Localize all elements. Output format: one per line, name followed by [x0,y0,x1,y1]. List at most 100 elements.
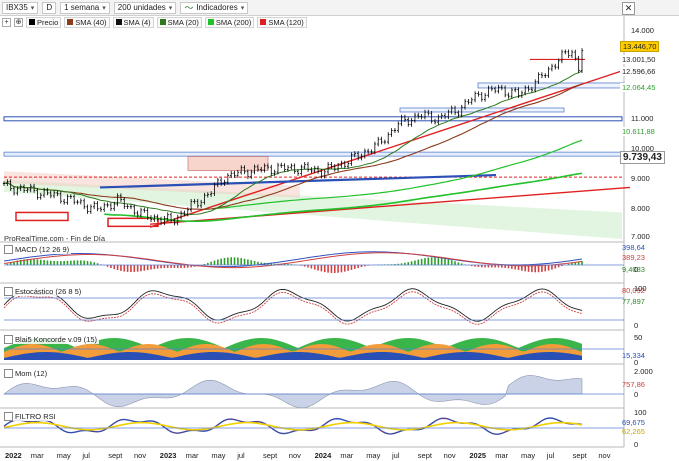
legend-item[interactable]: SMA (20) [156,16,202,28]
time-tick: sept [417,451,432,460]
zoom-in-icon[interactable]: + [2,17,11,27]
legend-item[interactable]: Precio [26,16,62,28]
price-label: 13.001,50 [620,55,658,64]
price-tick: 9.000 [631,174,650,183]
units-selector[interactable]: 200 unidades ▾ [113,1,177,14]
rsi-value: 69,675 [622,418,645,427]
time-tick: mar [495,451,509,460]
time-tick: may [521,451,536,460]
stoch-d-line [3,291,583,325]
sma-20-line [3,70,583,216]
price-tick: 7.000 [631,232,650,241]
macd-value: 398,64 [622,243,645,252]
checkbox-icon[interactable] [4,245,13,254]
price-tick: 11.000 [631,114,654,123]
legend-item[interactable]: SMA (120) [257,16,307,28]
legend-label: SMA (40) [75,17,107,27]
mom-pane-label: Mom (12) [2,369,50,378]
sma-40-line [3,83,583,210]
price-tick: 10.000 [631,144,654,153]
legend-label: Precio [37,17,59,27]
channel-area [4,171,300,198]
time-tick: may [211,451,226,460]
legend-swatch [115,19,122,25]
time-tick: may [366,451,381,460]
d-button-label: D [46,3,53,12]
legend-item[interactable]: SMA (4) [112,16,154,28]
legend-item[interactable]: SMA (200) [204,16,255,28]
legend: + ⊕ Precio SMA (40) SMA (4) SMA (20) SMA (20… [2,16,307,28]
stoch-pane-label: Estocástico (26 8 5) [2,287,84,296]
checkbox-icon[interactable] [4,412,13,421]
mom-label: Mom (12) [15,369,48,378]
checkbox-icon[interactable] [4,369,13,378]
macd-signal-line [3,252,583,269]
macd-tick: 0 [634,265,639,274]
blai5-value: 15,334 [622,351,645,360]
rsi-line [3,417,583,435]
price-label: 12.596,66 [620,67,658,76]
checkbox-icon[interactable] [4,287,13,296]
sma-200-line [104,172,583,223]
macd-hist-value: 9,4033 [622,265,645,274]
time-tick: mar [30,451,44,460]
legend-label: SMA (4) [123,17,151,27]
stoch-d-value: 77,897 [622,297,645,306]
support-zone [3,151,623,157]
macd-label: MACD (12 26 9) [15,245,70,254]
koncorde-blue-area [4,352,582,360]
support-box [15,211,69,222]
rsi-line-overlay [3,417,583,435]
rsi-tick: 100 [634,408,647,417]
legend-items: Precio SMA (40) SMA (4) SMA (20) SMA (200) SM… [26,16,307,28]
close-icon[interactable]: ✕ [622,2,635,15]
indicators-icon: 〜 [184,3,194,13]
macd-signal-value: 389,23 [622,253,645,262]
legend-swatch [159,19,166,25]
sma-value-label: 12.064,45 [620,83,658,92]
stoch-tick: 0 [634,321,639,330]
time-tick: sept [108,451,123,460]
checkbox-icon[interactable] [4,335,13,344]
legend-item[interactable]: SMA (40) [64,16,110,28]
time-tick: nov [134,451,147,460]
indicators-button[interactable]: 〜 Indicadores ▾ [180,1,249,14]
blai5-label: Blai5 Koncorde v.09 (15) [15,335,97,344]
time-tick: may [56,451,71,460]
blai5-tick: 50 [634,333,643,342]
legend-label: SMA (20) [167,17,199,27]
sma-value-label: 10.611,88 [620,127,657,136]
blai5-pane-label: Blai5 Koncorde v.09 (15) [2,335,99,344]
resistance-zone [187,156,269,171]
stoch-k-line [3,288,583,322]
stoch-label: Estocástico (26 8 5) [15,287,82,296]
price-tick: 14.000 [631,26,654,35]
d-button[interactable]: D [42,1,57,14]
time-tick: sept [572,451,587,460]
mom-tick: 2.000 [634,367,653,376]
units-label: 200 unidades [117,3,166,12]
rsi-pane-label: FILTRO RSI [2,412,58,421]
price-tick: 8.000 [631,204,650,213]
toolbar: IBX35 ▾ D 1 semana ▾ 200 unidades ▾ 〜 Indica… [0,0,679,16]
time-tick: mar [185,451,199,460]
channel-area [4,180,622,239]
macd-pane-label: MACD (12 26 9) [2,245,72,254]
period-selector[interactable]: 1 semana ▾ [60,1,110,14]
blai5-tick: 0 [634,358,639,367]
symbol-selector[interactable]: IBX35 ▾ [2,1,39,14]
indicators-label: Indicadores [196,3,238,12]
mom-area [3,375,583,409]
legend-label: SMA (200) [215,17,252,27]
level-label: 9.739,43 [620,151,665,164]
crosshair-icon[interactable]: ⊕ [14,17,23,27]
rsi-ma-value: 62,265 [622,427,645,436]
chevron-down-icon: ▾ [240,4,245,12]
mom-tick: 0 [634,390,639,399]
time-tick: 2025 [469,451,487,460]
legend-swatch [29,19,35,25]
time-tick: sept [263,451,278,460]
support-zone [3,116,623,122]
last-price-label: 13.446,70 [620,41,660,52]
